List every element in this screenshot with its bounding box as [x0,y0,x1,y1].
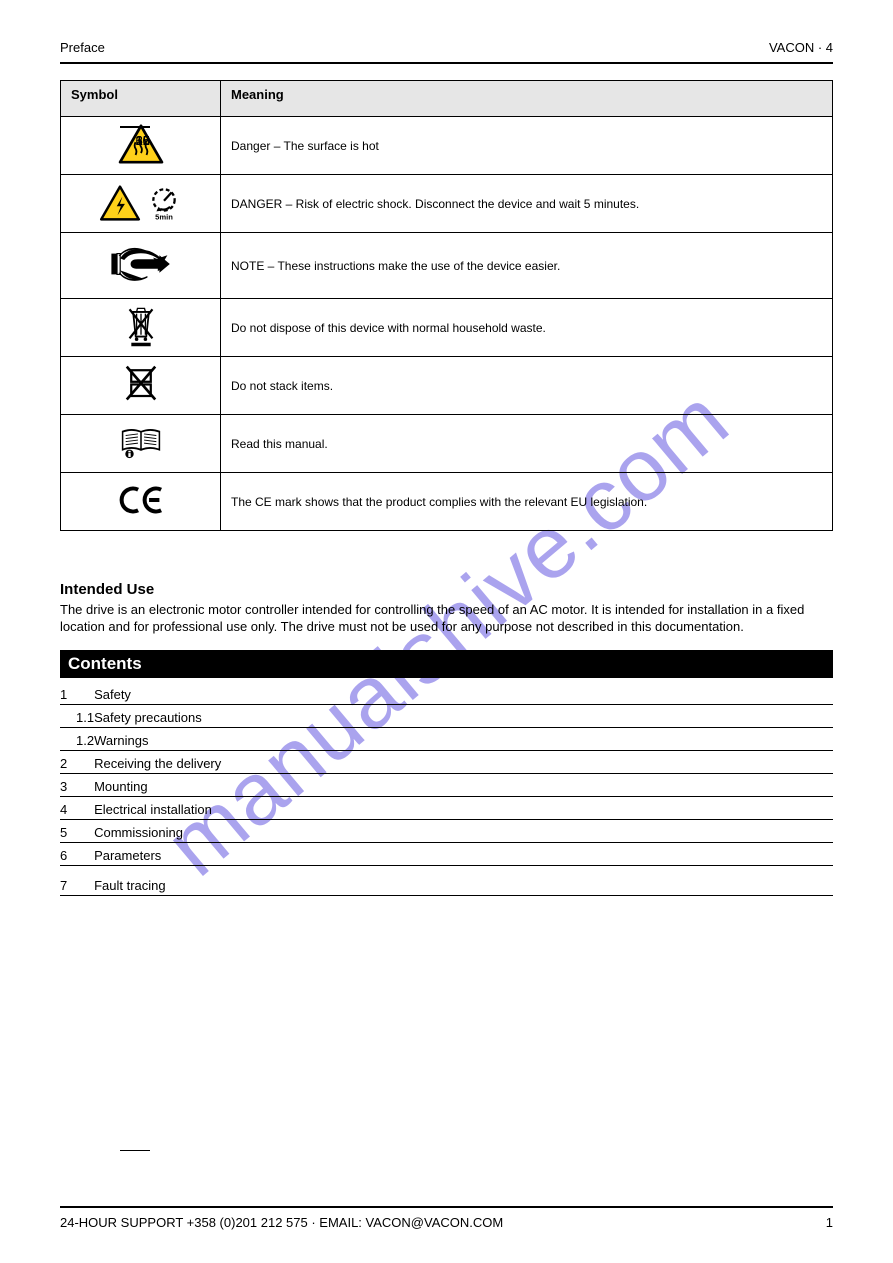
toc-row: 1.2Warnings10 [60,727,833,750]
symbols-row: Do not stack items. [61,357,833,415]
toc-row: 4Electrical installation20 [60,796,833,819]
symbols-table: Symbol Meaning Danger – The surface is h… [60,80,833,531]
symbols-row: 5min DANGER – Risk of electric shock. Di… [61,175,833,233]
symbols-meaning: NOTE – These instructions make the use o… [221,233,833,299]
symbols-row: NOTE – These instructions make the use o… [61,233,833,299]
toc-label: Fault tracing [94,873,833,896]
header-right: VACON · 4 [769,40,833,55]
svg-text:5min: 5min [155,212,173,221]
toc-num: 5 [60,819,94,842]
toc-row: 1.1Safety precautions9 [60,704,833,727]
symbols-meaning: DANGER – Risk of electric shock. Disconn… [221,175,833,233]
header-left: Preface [60,40,105,55]
page-footer: 24-HOUR SUPPORT +358 (0)201 212 575 · EM… [60,1215,833,1230]
toc-num: 2 [60,750,94,773]
page-frame: Preface VACON · 4 Symbol Meaning Danger … [60,62,833,1208]
symbols-meaning: Do not stack items. [221,357,833,415]
contents-title: Contents [60,650,833,678]
symbols-meaning: The CE mark shows that the product compl… [221,473,833,531]
toc-row: 7Fault tracing60 [60,873,833,896]
toc-num: 3 [60,773,94,796]
toc-label: Warnings [94,727,833,750]
symbols-header-symbol: Symbol [61,81,221,117]
toc-label: Safety precautions [94,704,833,727]
toc-label: Safety [94,682,833,705]
symbols-header-meaning: Meaning [221,81,833,117]
toc-row [60,865,833,873]
toc-row: 5Commissioning35 [60,819,833,842]
toc-row: 6Parameters38 [60,842,833,865]
toc-num [60,865,94,873]
toc-num: 1 [60,682,94,705]
symbols-meaning: Danger – The surface is hot [221,117,833,175]
toc-label [94,865,833,873]
toc-row: 1Safety9 [60,682,833,705]
intended-use-text: The drive is an electronic motor control… [60,602,833,636]
page-header: Preface VACON · 4 [60,40,833,55]
symbols-row: Do not dispose of this device with norma… [61,299,833,357]
toc-label: Receiving the delivery [94,750,833,773]
footer-left: 24-HOUR SUPPORT +358 (0)201 212 575 · EM… [60,1215,503,1230]
toc-page: 60 [120,126,150,1151]
toc-label: Parameters [94,842,833,865]
symbols-row: Danger – The surface is hot [61,117,833,175]
toc-num: 6 [60,842,94,865]
toc-row: 3Mounting15 [60,773,833,796]
toc-num: 1.2 [60,727,94,750]
toc-label: Commissioning [94,819,833,842]
footer-right: 1 [826,1215,833,1230]
contents-table: 1Safety91.1Safety precautions91.2Warning… [60,682,833,896]
toc-row: 2Receiving the delivery12 [60,750,833,773]
toc-label: Mounting [94,773,833,796]
toc-num: 7 [60,873,94,896]
symbols-row: Read this manual. [61,415,833,473]
symbols-meaning: Read this manual. [221,415,833,473]
toc-num: 1.1 [60,704,94,727]
toc-label: Electrical installation [94,796,833,819]
intended-use-title: Intended Use [60,581,833,598]
symbols-meaning: Do not dispose of this device with norma… [221,299,833,357]
symbols-row: The CE mark shows that the product compl… [61,473,833,531]
toc-num: 4 [60,796,94,819]
